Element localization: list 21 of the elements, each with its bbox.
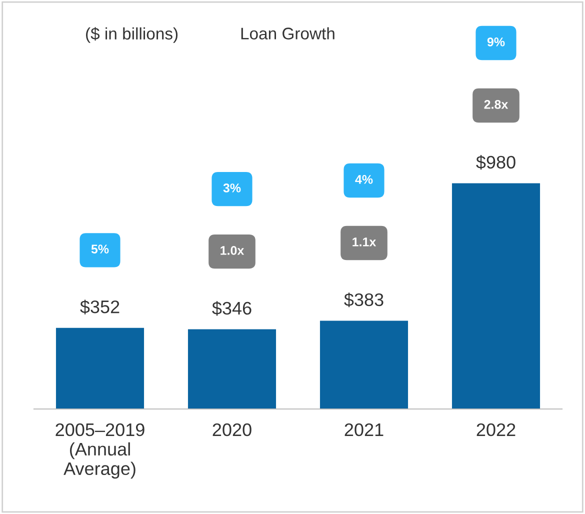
annotation: 3% [223,184,241,192]
x-tick-label: 2021 [344,423,384,436]
text: 9% [487,38,505,46]
x-tick-label: 2005–2019 (Annual Average) [56,423,144,479]
chart-title: Loan Growth [241,27,334,40]
data-label: $346 [212,301,252,316]
data-label: $352 [80,300,120,314]
bar [320,320,408,409]
annotation: 1.1x [352,238,376,246]
bar [56,328,144,409]
x-tick-label: 2020 [212,423,252,436]
annotation: 5% [91,244,109,254]
bar [188,329,276,409]
data-label: $383 [344,292,384,308]
chart-subtitle: ($ in billions) [86,27,178,43]
bar [452,183,540,409]
data-label: $980 [476,155,516,170]
x-tick-label: 2022 [476,423,516,436]
annotation: 1.0x [220,246,244,255]
annotation: 4% [355,175,373,184]
text: 2.8x [484,100,508,109]
